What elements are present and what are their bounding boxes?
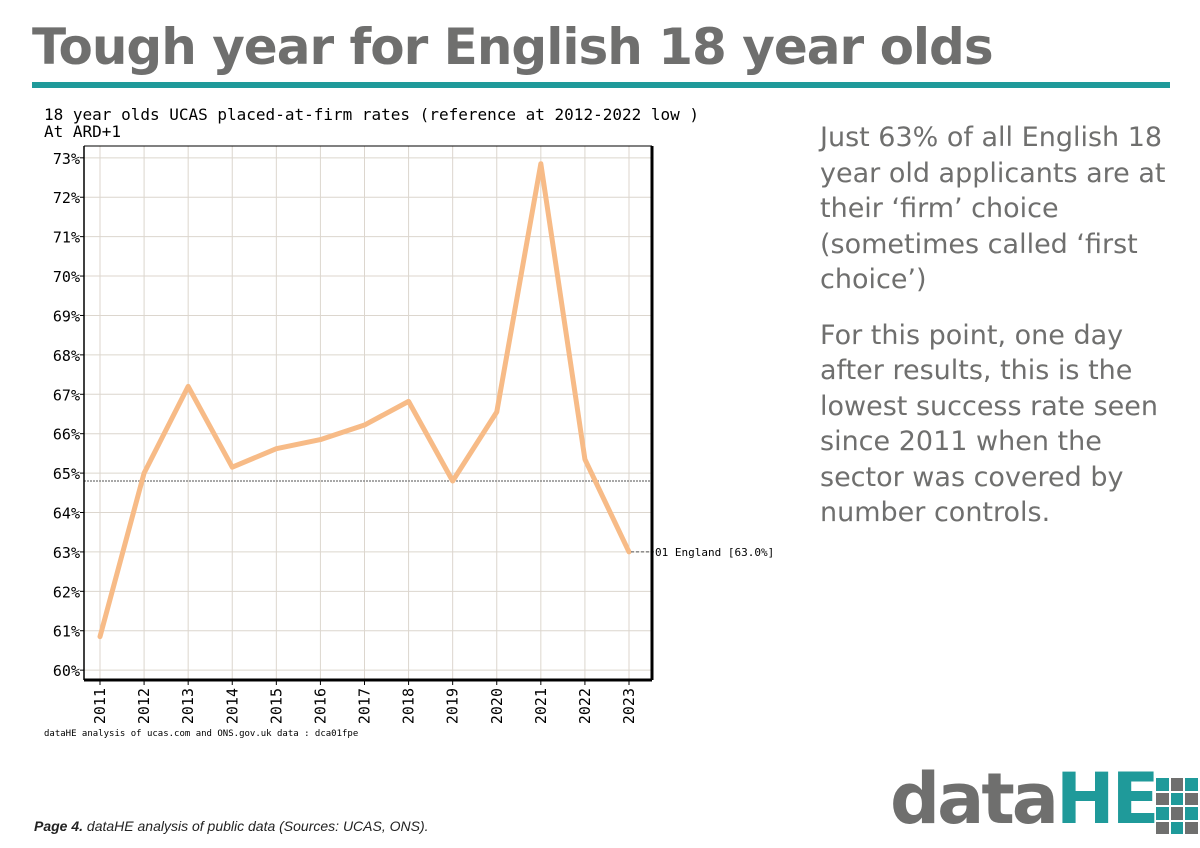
series-line-england [97, 161, 632, 640]
footer-page-number: Page 4. [34, 818, 84, 834]
commentary-paragraph-2: For this point, one day after results, t… [820, 319, 1158, 529]
chart-source-note: dataHE analysis of ucas.com and ONS.gov.… [44, 729, 359, 739]
y-tick-label: 60% [53, 662, 80, 680]
y-tick-label: 68% [53, 347, 80, 365]
logo-wordmark: dataHE [890, 758, 1159, 840]
x-tick-label: 2018 [400, 688, 418, 724]
chart-subtitle: At ARD+1 [44, 122, 122, 141]
commentary-paragraph-1: Just 63% of all English 18 year old appl… [820, 122, 1166, 295]
logo-grid-cell [1170, 807, 1183, 820]
x-tick-label: 2021 [532, 688, 550, 724]
logo-grid-cell [1185, 821, 1198, 834]
commentary-panel: Just 63% of all English 18 year old appl… [820, 120, 1180, 551]
x-tick-label: 2011 [91, 688, 109, 724]
x-tick-label: 2012 [135, 688, 153, 724]
logo-text-data: data [890, 758, 1059, 840]
x-tick-label: 2023 [620, 688, 638, 724]
x-tick-label: 2020 [488, 688, 506, 724]
footer-source: dataHE analysis of public data (Sources:… [83, 818, 429, 834]
y-tick-label: 70% [53, 268, 80, 286]
y-tick-label: 63% [53, 544, 80, 562]
logo-grid-cell [1156, 792, 1169, 805]
y-tick-label: 66% [53, 426, 80, 444]
y-tick-label: 61% [53, 623, 80, 641]
logo-grid-cell [1170, 778, 1183, 791]
x-tick-label: 2013 [179, 688, 197, 724]
y-tick-label: 65% [53, 465, 80, 483]
x-tick-label: 2014 [223, 688, 241, 724]
logo-grid-cell [1156, 821, 1169, 834]
x-tick-label: 2016 [311, 688, 329, 724]
logo-text-he: HE [1056, 758, 1159, 840]
y-tick-label: 64% [53, 505, 80, 523]
line-chart: 60% 61% 62% 63% 64% 65% 66% 67% 68% 69% 70% 71% 72% 7… [53, 145, 774, 724]
y-tick-label: 67% [53, 386, 80, 404]
chart-title-block: 18 year olds UCAS placed-at-firm rates (… [44, 106, 699, 140]
logo-grid-cell [1156, 778, 1169, 791]
logo-grid-cell [1156, 807, 1169, 820]
logo-grid-cell [1170, 821, 1183, 834]
page-title: Tough year for English 18 year olds [32, 18, 994, 76]
y-tick-label: 71% [53, 229, 80, 247]
chart-title: 18 year olds UCAS placed-at-firm rates (… [44, 105, 700, 124]
x-tick-label: 2019 [444, 688, 462, 724]
logo-grid-cell [1185, 807, 1198, 820]
x-tick-label: 2015 [267, 688, 285, 724]
x-tick-label: 2017 [356, 688, 374, 724]
logo-grid-cell [1185, 778, 1198, 791]
logo-grid-cell [1170, 792, 1183, 805]
y-tick-label: 69% [53, 307, 80, 325]
y-tick-label: 62% [53, 583, 80, 601]
y-tick-label: 73% [53, 150, 80, 168]
y-tick-label: 72% [53, 189, 80, 207]
title-rule [32, 82, 1170, 88]
series-end-label: 01 England [63.0%] [655, 546, 774, 559]
logo-grid-icon [1156, 778, 1200, 834]
page-footer: Page 4. dataHE analysis of public data (… [34, 818, 429, 834]
logo-grid-cell [1185, 792, 1198, 805]
x-tick-label: 2022 [576, 688, 594, 724]
